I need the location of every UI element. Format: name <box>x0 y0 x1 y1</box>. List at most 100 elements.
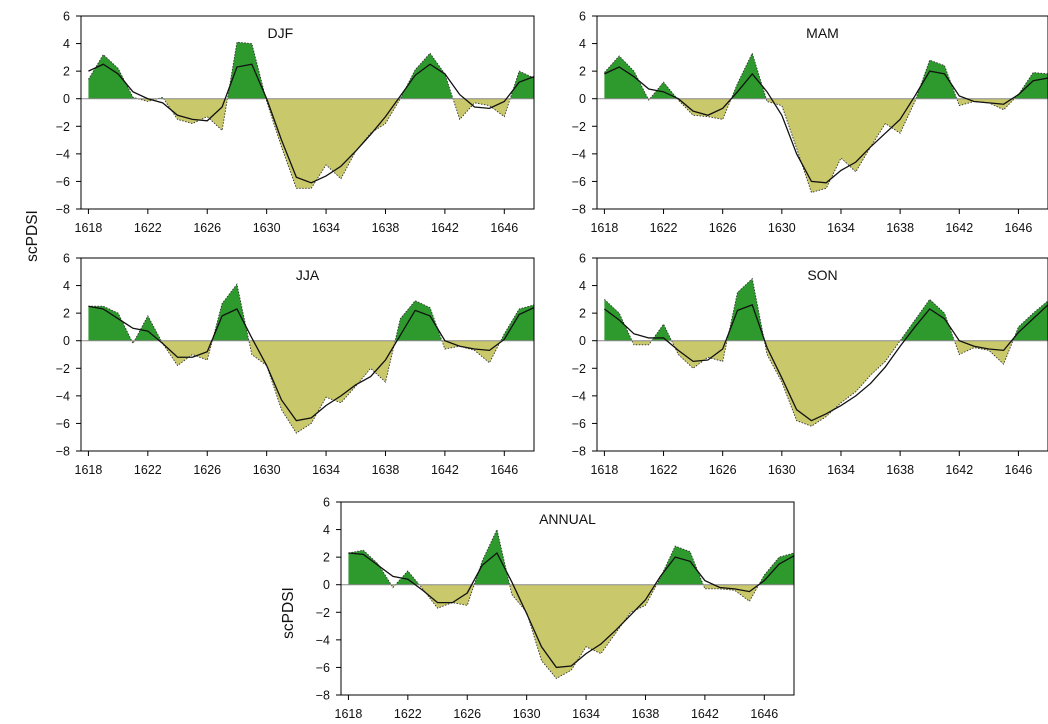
x-tick-label: 1634 <box>312 463 340 477</box>
x-tick-label: 1622 <box>650 463 678 477</box>
x-tick-label: 1642 <box>431 463 459 477</box>
x-tick-label: 1630 <box>513 707 541 721</box>
x-tick-label: 1646 <box>1005 463 1033 477</box>
y-tick-label: −8 <box>572 445 586 459</box>
x-tick-label: 1622 <box>650 221 678 235</box>
x-tick-label: 1626 <box>193 463 221 477</box>
y-tick-label: −6 <box>572 417 586 431</box>
y-tick-label: 4 <box>63 279 70 293</box>
x-tick-label: 1642 <box>431 221 459 235</box>
x-tick-label: 1634 <box>572 707 600 721</box>
positive-area <box>88 284 534 341</box>
x-tick-label: 1630 <box>768 221 796 235</box>
x-tick-label: 1630 <box>253 463 281 477</box>
x-tick-label: 1618 <box>335 707 363 721</box>
plot-area <box>81 283 534 434</box>
y-tick-label: −6 <box>316 661 330 675</box>
x-tick-label: 1618 <box>590 221 618 235</box>
y-tick-label: 4 <box>579 279 586 293</box>
x-tick-label: 1618 <box>590 463 618 477</box>
negative-area <box>348 584 794 679</box>
panel-title: DJF <box>267 25 293 41</box>
y-tick-label: 4 <box>323 523 330 537</box>
y-tick-label: −6 <box>572 175 586 189</box>
panel-jja: −8 −6 −4 −2 0 2 4 6 1618 1622 1626 1630 1634 1638 1642… <box>56 252 535 477</box>
y-axis-label-annual: scPDSI <box>280 587 297 639</box>
x-tick-label: 1638 <box>886 463 914 477</box>
y-tick-label: 2 <box>323 551 330 565</box>
y-tick-label: 6 <box>63 252 70 266</box>
y-tick-label: −4 <box>316 633 330 647</box>
x-tick-label: 1642 <box>945 221 973 235</box>
panel-son: −8 −6 −4 −2 0 2 4 6 1618 1622 1626 1630 1634 1638 1642… <box>572 252 1048 477</box>
x-tick-label: 1638 <box>372 463 400 477</box>
positive-area <box>604 53 1048 99</box>
y-tick-label: 0 <box>579 92 586 106</box>
y-tick-label: −4 <box>56 389 70 403</box>
plot-frame <box>596 15 1048 210</box>
smoothed-series-line <box>604 66 1048 184</box>
positive-area <box>88 42 534 99</box>
x-tick-label: 1626 <box>709 221 737 235</box>
y-tick-label: 0 <box>579 334 586 348</box>
negative-area <box>604 340 1048 427</box>
x-tick-label: 1646 <box>490 221 518 235</box>
y-tick-label: 6 <box>63 10 70 24</box>
x-tick-label: 1638 <box>886 221 914 235</box>
y-tick-label: −2 <box>572 120 586 134</box>
x-tick-label: 1626 <box>193 221 221 235</box>
raw-series-line <box>348 528 794 680</box>
y-tick-label: −4 <box>56 147 70 161</box>
x-tick-label: 1618 <box>75 463 103 477</box>
y-tick-label: 2 <box>579 65 586 79</box>
x-tick-label: 1646 <box>1005 221 1033 235</box>
x-tick-label: 1646 <box>490 463 518 477</box>
y-tick-label: 0 <box>323 578 330 592</box>
panel-annual: −8 −6 −4 −2 0 2 4 6 1618 1622 1626 1630 1634 1638 1642… <box>316 496 795 721</box>
y-tick-label: −6 <box>56 175 70 189</box>
positive-area <box>348 529 794 585</box>
y-tick-label: −2 <box>316 606 330 620</box>
panel-title: SON <box>807 267 837 283</box>
smoothed-series-line <box>348 551 794 669</box>
y-tick-label: 6 <box>323 496 330 510</box>
plot-area <box>341 528 794 680</box>
negative-area <box>88 98 534 189</box>
smoothed-series-line <box>88 63 534 184</box>
x-tick-label: 1634 <box>827 221 855 235</box>
x-tick-label: 1626 <box>453 707 481 721</box>
panel-title: JJA <box>296 267 320 283</box>
y-tick-label: 6 <box>579 10 586 24</box>
x-tick-label: 1622 <box>134 463 162 477</box>
x-tick-label: 1630 <box>253 221 281 235</box>
y-tick-label: 2 <box>63 65 70 79</box>
smoothed-series-line <box>604 304 1048 422</box>
y-tick-label: −6 <box>56 417 70 431</box>
x-tick-label: 1630 <box>768 463 796 477</box>
y-tick-label: 6 <box>579 252 586 266</box>
x-tick-label: 1638 <box>372 221 400 235</box>
negative-area <box>604 98 1048 193</box>
y-tick-label: −8 <box>56 203 70 217</box>
x-tick-label: 1638 <box>632 707 660 721</box>
plot-frame <box>80 15 535 210</box>
x-tick-label: 1642 <box>945 463 973 477</box>
y-tick-label: −8 <box>316 689 330 703</box>
y-tick-label: 4 <box>63 37 70 51</box>
y-tick-label: −4 <box>572 389 586 403</box>
x-tick-label: 1634 <box>312 221 340 235</box>
x-tick-label: 1622 <box>134 221 162 235</box>
y-tick-label: 2 <box>63 307 70 321</box>
y-tick-label: −4 <box>572 147 586 161</box>
x-tick-label: 1626 <box>709 463 737 477</box>
y-tick-label: 4 <box>579 37 586 51</box>
panel-mam: −8 −6 −4 −2 0 2 4 6 1618 1622 1626 1630 1634 1638 1642… <box>572 10 1048 235</box>
negative-area <box>88 340 534 434</box>
y-tick-label: 0 <box>63 92 70 106</box>
plot-frame <box>596 257 1048 452</box>
plot-frame <box>80 257 535 452</box>
y-tick-label: 0 <box>63 334 70 348</box>
y-tick-label: −2 <box>572 362 586 376</box>
x-tick-label: 1618 <box>75 221 103 235</box>
smoothed-series-line <box>88 305 534 422</box>
